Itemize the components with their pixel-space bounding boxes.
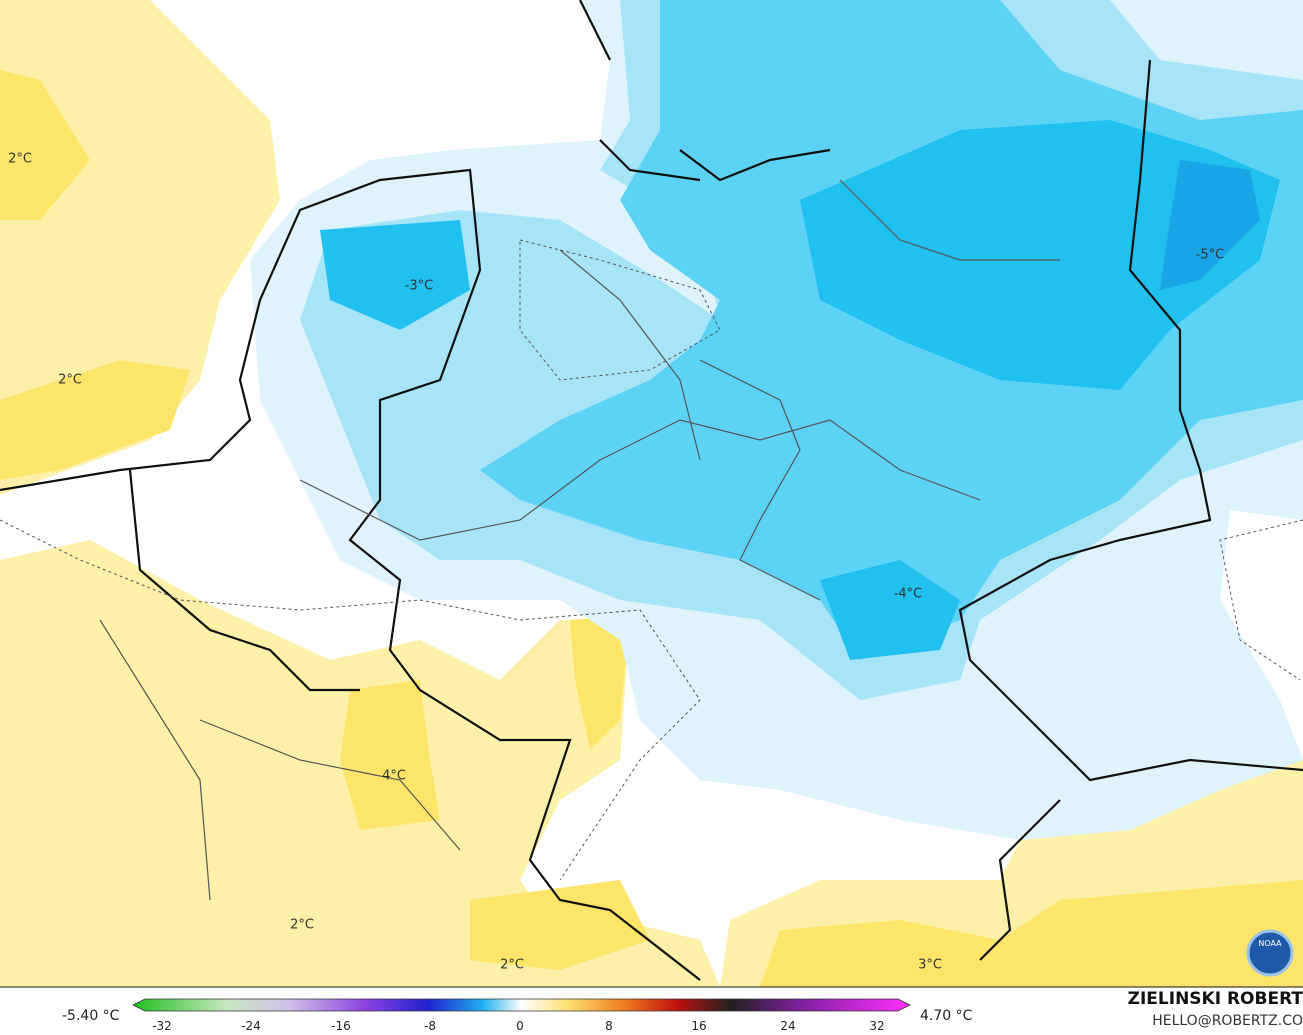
colorbar-tick: -16 — [331, 1019, 351, 1033]
warm-area — [470, 880, 650, 970]
country-border — [0, 168, 701, 981]
country-border — [128, 469, 360, 692]
colorbar-tick: 8 — [605, 1019, 613, 1033]
warm-area — [0, 0, 280, 495]
contour-line — [0, 239, 1303, 881]
warm-area — [570, 615, 630, 750]
logo-text: NOAA — [1258, 939, 1282, 948]
cold-area — [320, 220, 470, 330]
warm-area — [340, 680, 440, 830]
colorbar-tick: 16 — [691, 1019, 706, 1033]
contour-labels: 2°C 2°C -3°C -5°C -4°C 4°C 2°C 2°C 3°C — [8, 152, 1224, 973]
contour-label: -5°C — [1196, 248, 1225, 263]
credit-contact: HELLO@ROBERTZ.CO — [1152, 1013, 1303, 1029]
colorbar-tick: -8 — [424, 1019, 436, 1033]
contour-label: -4°C — [894, 587, 923, 602]
colorbar-scale — [132, 998, 911, 1012]
country-border — [579, 0, 831, 182]
max-label: 4.70 °C — [920, 1008, 973, 1024]
credit-name: ZIELINSKI ROBERT — [1128, 989, 1303, 1009]
country-border — [958, 59, 1303, 961]
colorbar: -5.40 °C 4.70 °C -32 -24 -16 -8 0 8 16 2… — [62, 998, 973, 1033]
colorbar-tick: 32 — [869, 1019, 884, 1033]
cold-area — [820, 560, 960, 660]
map-area: 2°C 2°C -3°C -5°C -4°C 4°C 2°C 2°C 3°C N… — [0, 0, 1303, 987]
cold-area — [1160, 160, 1260, 290]
contour-label: 4°C — [382, 769, 406, 784]
logo-circle — [1246, 929, 1294, 977]
contour-label: 2°C — [500, 958, 524, 973]
contour-label: -3°C — [405, 279, 434, 294]
warm-area — [0, 70, 90, 220]
min-label: -5.40 °C — [62, 1008, 120, 1024]
contour-label: 2°C — [290, 918, 314, 933]
colorbar-tick: -24 — [241, 1019, 261, 1033]
colorbar-tick: 24 — [780, 1019, 795, 1033]
warm-area — [760, 880, 1303, 987]
contour-label: 2°C — [8, 152, 32, 167]
noaa-logo: NOAA — [1246, 929, 1294, 977]
colorbar-ticks: -32 -24 -16 -8 0 8 16 24 32 — [152, 1019, 884, 1033]
cold-area — [800, 120, 1280, 390]
colorbar-tick: 0 — [516, 1019, 524, 1033]
region-border — [99, 179, 1060, 901]
contour-label: 2°C — [58, 373, 82, 388]
warm-area — [0, 360, 190, 480]
contour-label: 3°C — [918, 958, 942, 973]
colorbar-tick: -32 — [152, 1019, 172, 1033]
